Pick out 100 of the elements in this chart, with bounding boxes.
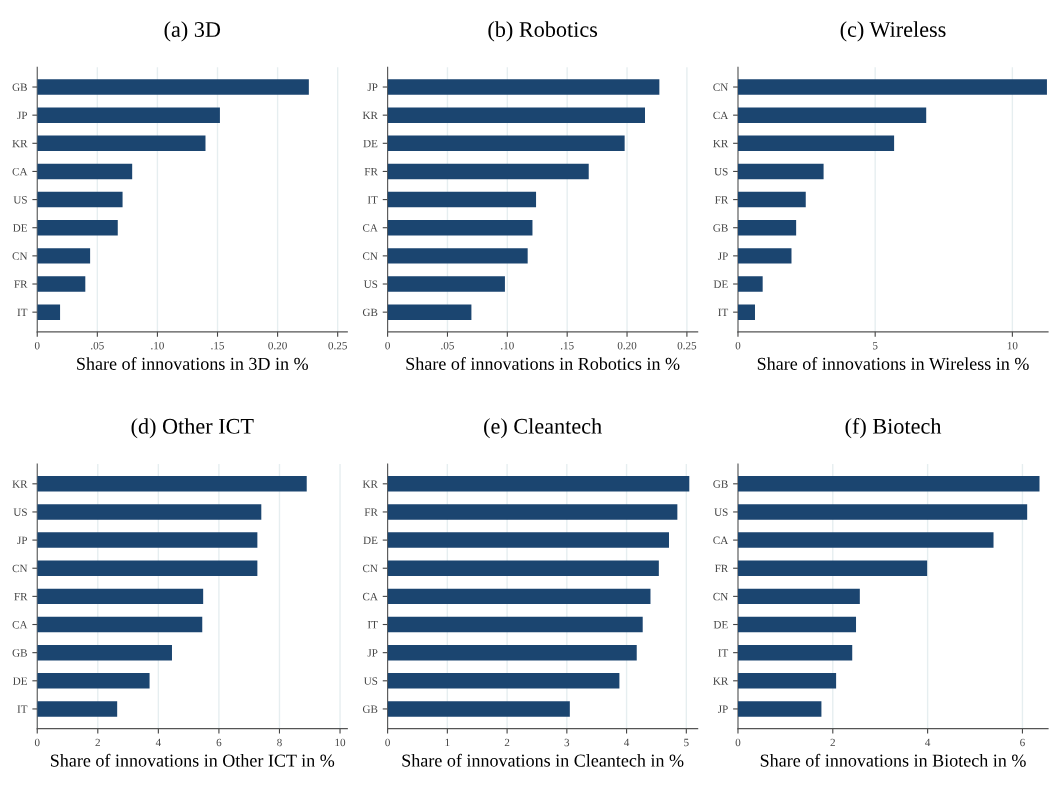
y-tick-label: DE [13,224,27,232]
x-tick-label: 5 [873,342,878,350]
x-axis-title: Share of innovations in Robotics in % [406,357,680,370]
bar [387,532,669,548]
y-tick-label: FR [714,564,729,573]
x-tick-label: 0 [385,341,390,350]
y-tick-label: FR [14,280,28,288]
bar [37,532,258,548]
bar [737,248,792,264]
y-tick-label: FR [14,592,28,601]
y-tick-label: FR [364,168,378,176]
bar [37,79,309,95]
y-tick-label: GB [12,83,27,91]
bar [387,219,533,236]
bar [37,276,86,292]
x-tick-label: 2 [830,738,835,747]
y-tick-label: IT [718,308,729,316]
chart-title: (e) Cleantech [484,418,602,439]
bar [737,673,837,689]
y-tick-label: GB [362,308,378,317]
x-tick-label: 4 [925,738,931,747]
x-tick-label: 6 [1020,738,1025,747]
x-tick-label: 4 [155,738,161,747]
y-tick-label: FR [364,508,378,516]
bar [737,276,763,292]
bar [37,673,150,689]
y-tick-label: DE [363,536,378,544]
y-tick-label: JP [717,705,728,713]
bar [37,616,203,633]
bar [387,248,528,264]
bar [37,163,133,180]
y-tick-label: FR [714,196,729,204]
bar [737,560,928,576]
bar [387,560,659,576]
x-tick-label: 0 [735,341,741,350]
bar [387,191,537,208]
bar [387,504,678,520]
bar [387,79,660,95]
x-tick-label: .05 [91,341,104,350]
y-tick-label: KR [362,480,378,488]
x-tick-label: 1 [445,738,450,747]
bar [387,644,637,661]
bar [387,588,651,605]
y-tick-label: IT [17,705,28,713]
bar [37,248,91,264]
y-tick-label: CA [12,621,28,629]
y-tick-label: DE [713,621,728,629]
y-tick-label: KR [713,139,729,148]
y-tick-label: DE [13,677,27,685]
chart-title: (d) Other ICT [131,418,254,439]
x-axis-title: Share of innovations in Wireless in % [757,357,1029,370]
y-tick-label: IT [367,196,378,204]
y-tick-label: CA [713,536,729,545]
x-tick-label: 3 [564,738,570,747]
bar [387,304,472,320]
bar [37,476,307,492]
bar [387,616,643,633]
chart-title: (b) Robotics [488,21,598,42]
chart-title: (a) 3D [164,21,221,42]
y-tick-label: KR [12,139,28,148]
y-tick-label: US [13,508,27,516]
y-tick-label: GB [713,480,728,488]
y-tick-label: GB [713,224,728,232]
chart-title: (f) Biotech [845,417,942,439]
x-tick-label: 0.25 [328,341,347,350]
y-tick-label: GB [362,705,378,713]
y-tick-label: KR [713,677,729,685]
bar [737,191,806,208]
x-tick-label: 8 [277,738,282,747]
x-tick-label: 0 [735,738,741,747]
bar [737,588,860,605]
x-axis-title: Share of innovations in Biotech in % [760,753,1026,767]
y-tick-label: JP [367,83,378,91]
x-axis-title: Share of innovations in Cleantech in % [402,753,684,767]
x-tick-label: .05 [441,341,454,350]
x-tick-label: .10 [501,341,514,350]
y-tick-label: JP [17,111,28,120]
bar [387,476,690,492]
bar [37,560,258,576]
y-tick-label: US [363,677,378,685]
bar [37,191,123,208]
y-tick-label: KR [362,111,378,120]
x-tick-label: 0.20 [617,341,637,350]
bar [387,163,589,180]
bar [37,107,220,123]
x-tick-label: 0.25 [677,341,697,350]
bar [387,276,505,292]
bar [737,532,994,548]
x-axis-title: Share of innovations in 3D in % [77,357,308,370]
x-tick-label: 0.20 [268,341,287,350]
y-tick-label: US [13,196,27,204]
y-tick-label: CN [362,252,378,260]
bar [387,107,645,123]
bar [737,476,1040,492]
x-tick-label: 0 [385,738,390,747]
bar [387,135,625,152]
y-tick-label: DE [713,280,728,288]
bar [37,588,204,605]
bar [737,219,797,236]
x-tick-label: 0 [34,738,40,747]
